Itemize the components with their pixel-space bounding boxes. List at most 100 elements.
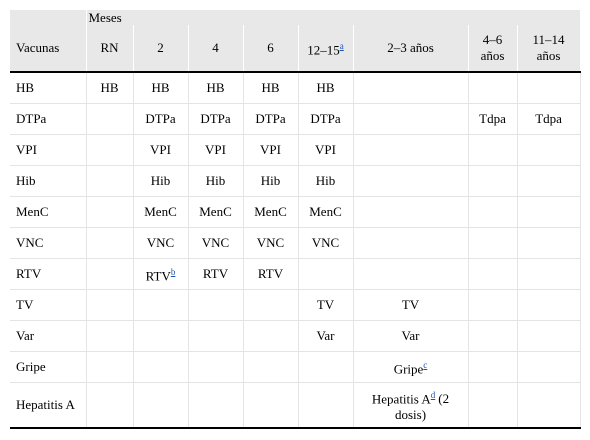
empty-cell bbox=[243, 351, 299, 383]
empty-cell bbox=[86, 351, 134, 383]
empty-cell bbox=[468, 351, 518, 383]
footnote-marker: a bbox=[340, 40, 344, 52]
row-label: RTV bbox=[10, 258, 87, 290]
table-row: MenC MenC MenC MenC MenC bbox=[10, 196, 581, 228]
row-label: VPI bbox=[10, 134, 87, 166]
table-row: VNC VNC VNC VNC VNC bbox=[10, 227, 581, 259]
table-cell: MenC bbox=[243, 196, 299, 228]
group-header: Meses bbox=[86, 10, 581, 25]
table-row: Hib Hib Hib Hib Hib bbox=[10, 165, 581, 197]
column-header: 4–6 años bbox=[468, 25, 518, 73]
empty-cell bbox=[468, 258, 518, 290]
table-cell: DTPa bbox=[298, 103, 354, 135]
table-body: HB HB HB HB HB HB DTPa DTPa DTPa DTPa DTPa Tdpa Tdpa… bbox=[10, 72, 581, 429]
column-header: RN bbox=[86, 25, 134, 73]
empty-cell bbox=[468, 289, 518, 321]
footnote-marker: b bbox=[171, 266, 176, 278]
table-cell: Var bbox=[298, 320, 354, 352]
column-header: 2 bbox=[133, 25, 189, 73]
table-cell: HB bbox=[188, 72, 244, 104]
table-cell: VPI bbox=[243, 134, 299, 166]
empty-cell bbox=[517, 134, 581, 166]
table-cell: HB bbox=[86, 72, 134, 104]
row-label: VNC bbox=[10, 227, 87, 259]
column-header: 12–15a bbox=[298, 25, 354, 73]
column-header: 4 bbox=[188, 25, 244, 73]
cell-text: Gripe bbox=[393, 361, 424, 377]
footnote-marker: d bbox=[431, 389, 436, 401]
empty-cell bbox=[86, 258, 134, 290]
empty-cell bbox=[86, 196, 134, 228]
group-header-row: Meses bbox=[10, 10, 581, 25]
empty-cell bbox=[353, 134, 469, 166]
footnote-link[interactable]: d bbox=[430, 389, 436, 400]
empty-cell bbox=[353, 72, 469, 104]
empty-cell bbox=[517, 258, 581, 290]
empty-cell bbox=[86, 320, 134, 352]
table-cell: RTVb bbox=[133, 258, 189, 290]
empty-cell bbox=[188, 320, 244, 352]
table-cell: VPI bbox=[188, 134, 244, 166]
empty-cell bbox=[86, 227, 134, 259]
table-cell: MenC bbox=[188, 196, 244, 228]
empty-cell bbox=[353, 258, 469, 290]
empty-cell bbox=[517, 196, 581, 228]
table-row: DTPa DTPa DTPa DTPa DTPa Tdpa Tdpa bbox=[10, 103, 581, 135]
empty-cell bbox=[517, 320, 581, 352]
empty-cell bbox=[133, 289, 189, 321]
table-row: VPI VPI VPI VPI VPI bbox=[10, 134, 581, 166]
empty-cell bbox=[468, 382, 518, 429]
empty-cell bbox=[188, 382, 244, 429]
table-cell: MenC bbox=[298, 196, 354, 228]
empty-cell bbox=[468, 320, 518, 352]
empty-cell bbox=[468, 165, 518, 197]
table-cell: TV bbox=[298, 289, 354, 321]
column-header: Vacunas bbox=[10, 25, 87, 73]
table-cell: RTV bbox=[188, 258, 244, 290]
footnote-link[interactable]: c bbox=[423, 359, 428, 370]
empty-cell bbox=[243, 289, 299, 321]
table-cell: Tdpa bbox=[517, 103, 581, 135]
table-cell: HB bbox=[298, 72, 354, 104]
table-cell: DTPa bbox=[133, 103, 189, 135]
table-row: TV TV TV bbox=[10, 289, 581, 321]
row-label: MenC bbox=[10, 196, 87, 228]
table-row: RTV RTVb RTV RTV bbox=[10, 258, 581, 290]
table-cell: HB bbox=[243, 72, 299, 104]
footnote-link[interactable]: a bbox=[339, 40, 344, 51]
empty-cell bbox=[468, 134, 518, 166]
empty-cell bbox=[86, 134, 134, 166]
vaccine-table: Meses Vacunas RN 2 4 6 12–15a 2–3 años 4–6 años… bbox=[10, 10, 581, 429]
table-cell: VPI bbox=[133, 134, 189, 166]
cell-text: 12–15 bbox=[307, 42, 340, 58]
footnote-link[interactable]: b bbox=[170, 266, 176, 277]
empty-cell bbox=[188, 351, 244, 383]
row-label: TV bbox=[10, 289, 87, 321]
column-header: 2–3 años bbox=[353, 25, 469, 73]
empty-cell bbox=[86, 382, 134, 429]
empty-cell bbox=[133, 320, 189, 352]
cell-text: Hepatitis A bbox=[371, 391, 431, 407]
cell-text: RTV bbox=[145, 268, 171, 284]
footnote-marker: c bbox=[423, 359, 427, 371]
empty-cell bbox=[188, 289, 244, 321]
empty-cell bbox=[298, 351, 354, 383]
empty-cell bbox=[86, 103, 134, 135]
cell-text: (2 dosis) bbox=[394, 391, 450, 423]
table-cell: RTV bbox=[243, 258, 299, 290]
table-row: HB HB HB HB HB HB bbox=[10, 72, 581, 104]
column-header: 11–14 años bbox=[517, 25, 581, 73]
table-cell: VPI bbox=[298, 134, 354, 166]
table-cell: Var bbox=[353, 320, 469, 352]
table-row: Hepatitis A Hepatitis Ad (2 dosis) bbox=[10, 382, 581, 429]
empty-cell bbox=[133, 351, 189, 383]
empty-cell bbox=[517, 289, 581, 321]
table-cell: TV bbox=[353, 289, 469, 321]
row-label: DTPa bbox=[10, 103, 87, 135]
row-label: HB bbox=[10, 72, 87, 104]
empty-cell bbox=[243, 382, 299, 429]
empty-cell bbox=[517, 227, 581, 259]
table-cell: Hib bbox=[243, 165, 299, 197]
empty-cell bbox=[298, 382, 354, 429]
